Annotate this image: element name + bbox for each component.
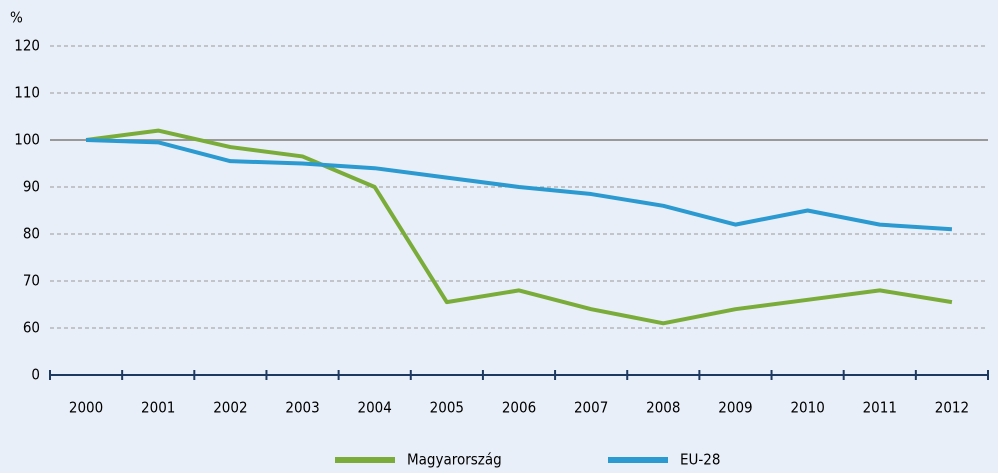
x-tick-label: 2007 (574, 399, 608, 417)
y-tick-label: 110 (14, 84, 40, 102)
y-tick-label: 70 (23, 272, 40, 290)
line-series (86, 138, 953, 232)
x-tick-label: 2004 (358, 399, 392, 417)
y-axis-label: % (10, 9, 23, 27)
x-tick-label: 2001 (141, 399, 175, 417)
y-tick-label: 100 (14, 131, 40, 149)
x-tick-label: 2000 (69, 399, 103, 417)
x-tick-label: 2012 (935, 399, 969, 417)
y-tick-label: 80 (23, 225, 40, 243)
x-tick-label: 2009 (718, 399, 752, 417)
x-tick-label: 2010 (790, 399, 824, 417)
x-tick-label: 2002 (213, 399, 247, 417)
x-tick-label: 2011 (863, 399, 897, 417)
y-tick-label: 0 (31, 366, 40, 384)
x-tick-label: 2005 (430, 399, 464, 417)
x-tick-label: 2006 (502, 399, 536, 417)
x-tick-label: 2008 (646, 399, 680, 417)
y-tick-label: 120 (14, 37, 40, 55)
y-tick-label: 90 (23, 178, 40, 196)
y-tick-label: 60 (23, 319, 40, 337)
line-series (85, 128, 953, 326)
legend-label: Magyarország (407, 451, 502, 469)
legend-label: EU-28 (680, 451, 720, 469)
x-tick-label: 2003 (285, 399, 319, 417)
